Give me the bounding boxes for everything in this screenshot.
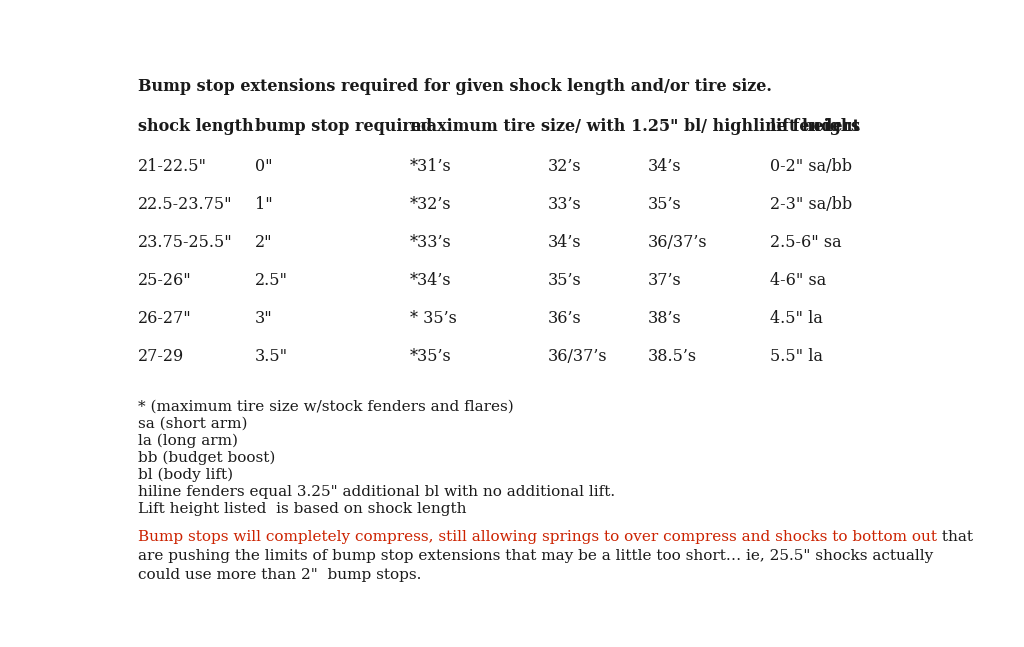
Text: that: that xyxy=(937,530,973,544)
Text: Lift height listed  is based on shock length: Lift height listed is based on shock len… xyxy=(138,502,467,516)
Text: 21-22.5": 21-22.5" xyxy=(138,158,207,175)
Text: 0-2" sa/bb: 0-2" sa/bb xyxy=(770,158,852,175)
Text: 2-3" sa/bb: 2-3" sa/bb xyxy=(770,196,852,213)
Text: 38’s: 38’s xyxy=(648,310,682,327)
Text: 2": 2" xyxy=(255,234,272,251)
Text: *34’s: *34’s xyxy=(410,272,452,289)
Text: 22.5-23.75": 22.5-23.75" xyxy=(138,196,232,213)
Text: 3.5": 3.5" xyxy=(255,348,288,365)
Text: 2.5": 2.5" xyxy=(255,272,288,289)
Text: lift height: lift height xyxy=(770,118,860,135)
Text: 4-6" sa: 4-6" sa xyxy=(770,272,826,289)
Text: 0": 0" xyxy=(255,158,272,175)
Text: 26-27": 26-27" xyxy=(138,310,191,327)
Text: 3": 3" xyxy=(255,310,272,327)
Text: 37’s: 37’s xyxy=(648,272,682,289)
Text: bl (body lift): bl (body lift) xyxy=(138,468,233,483)
Text: *35’s: *35’s xyxy=(410,348,452,365)
Text: could use more than 2"  bump stops.: could use more than 2" bump stops. xyxy=(138,568,421,582)
Text: 35’s: 35’s xyxy=(648,196,682,213)
Text: maximum tire size/ with 1.25" bl/ highline fenders: maximum tire size/ with 1.25" bl/ highli… xyxy=(410,118,860,135)
Text: *33’s: *33’s xyxy=(410,234,452,251)
Text: 27-29: 27-29 xyxy=(138,348,184,365)
Text: 33’s: 33’s xyxy=(548,196,582,213)
Text: 2.5-6" sa: 2.5-6" sa xyxy=(770,234,842,251)
Text: 1": 1" xyxy=(255,196,272,213)
Text: 34’s: 34’s xyxy=(548,234,582,251)
Text: 36/37’s: 36/37’s xyxy=(648,234,708,251)
Text: * 35’s: * 35’s xyxy=(410,310,457,327)
Text: are pushing the limits of bump stop extensions that may be a little too short… i: are pushing the limits of bump stop exte… xyxy=(138,549,933,563)
Text: * (maximum tire size w/stock fenders and flares): * (maximum tire size w/stock fenders and… xyxy=(138,400,514,414)
Text: bb (budget boost): bb (budget boost) xyxy=(138,451,275,465)
Text: Bump stop extensions required for given shock length and/or tire size.: Bump stop extensions required for given … xyxy=(138,78,772,95)
Text: 4.5" la: 4.5" la xyxy=(770,310,823,327)
Text: 25-26": 25-26" xyxy=(138,272,191,289)
Text: Bump stops will completely compress, still allowing springs to over compress and: Bump stops will completely compress, sti… xyxy=(138,530,937,544)
Text: 32’s: 32’s xyxy=(548,158,582,175)
Text: la (long arm): la (long arm) xyxy=(138,434,238,448)
Text: *32’s: *32’s xyxy=(410,196,452,213)
Text: 23.75-25.5": 23.75-25.5" xyxy=(138,234,232,251)
Text: 38.5’s: 38.5’s xyxy=(648,348,697,365)
Text: bump stop required: bump stop required xyxy=(255,118,432,135)
Text: 34’s: 34’s xyxy=(648,158,682,175)
Text: 36’s: 36’s xyxy=(548,310,582,327)
Text: shock length: shock length xyxy=(138,118,254,135)
Text: 35’s: 35’s xyxy=(548,272,582,289)
Text: 36/37’s: 36/37’s xyxy=(548,348,607,365)
Text: sa (short arm): sa (short arm) xyxy=(138,417,248,431)
Text: *31’s: *31’s xyxy=(410,158,452,175)
Text: 5.5" la: 5.5" la xyxy=(770,348,823,365)
Text: hiline fenders equal 3.25" additional bl with no additional lift.: hiline fenders equal 3.25" additional bl… xyxy=(138,485,615,499)
